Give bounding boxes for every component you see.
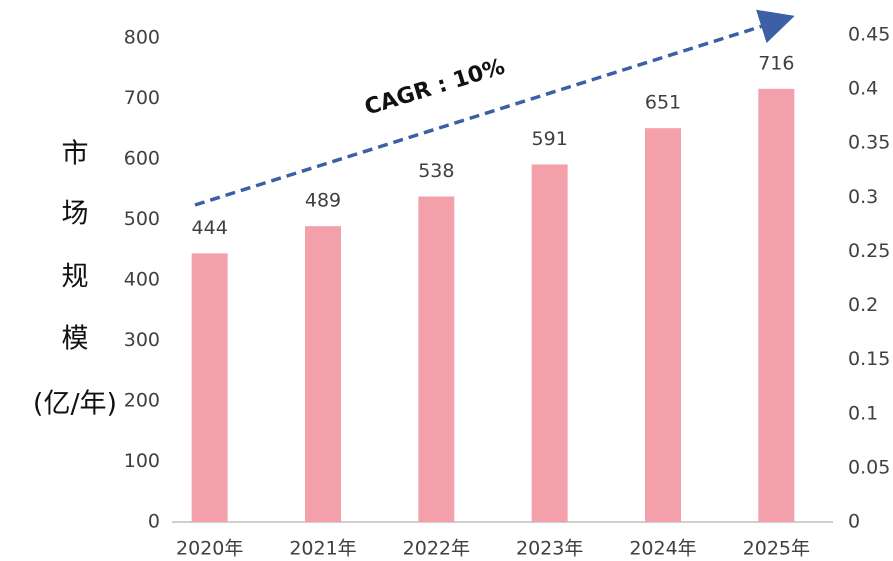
- value-label: 444: [192, 217, 228, 239]
- y-axis-label: (亿/年): [33, 389, 117, 420]
- bar: [531, 164, 568, 522]
- y2-tick-label: 0.4: [848, 78, 878, 100]
- y2-tick-label: 0.45: [848, 24, 890, 46]
- y-tick-label: 500: [124, 208, 160, 230]
- y-axis-label: 模: [62, 324, 89, 355]
- y-tick-label: 800: [124, 27, 160, 49]
- x-tick-label: 2025年: [743, 538, 810, 560]
- y-tick-label: 300: [124, 329, 160, 351]
- y-tick-label: 200: [124, 390, 160, 412]
- y2-tick-label: 0: [848, 511, 860, 533]
- y2-tick-label: 0.05: [848, 456, 890, 478]
- y2-tick-label: 0.2: [848, 294, 878, 316]
- x-tick-label: 2024年: [629, 538, 696, 560]
- value-label: 591: [532, 128, 568, 150]
- x-tick-label: 2020年: [176, 538, 243, 560]
- x-tick-label: 2021年: [289, 538, 356, 560]
- bar: [645, 128, 681, 522]
- trend-arrow: [194, 9, 795, 207]
- x-tick-label: 2023年: [516, 538, 583, 560]
- value-label: 716: [758, 52, 794, 74]
- y2-tick-label: 0.15: [848, 348, 890, 370]
- y2-tick-label: 0.1: [848, 402, 878, 424]
- y-axis-label: 场: [62, 199, 89, 230]
- y-axis-label: 规: [62, 262, 89, 293]
- y-axis-label: 市: [62, 139, 89, 170]
- value-label: 538: [418, 160, 454, 182]
- value-label: 651: [645, 92, 681, 114]
- y-tick-label: 100: [124, 450, 160, 472]
- annotation: CAGR : 10%: [362, 54, 508, 120]
- bar: [758, 88, 795, 522]
- y2-tick-label: 0.25: [848, 240, 890, 262]
- bar: [418, 196, 455, 522]
- value-label: 489: [305, 190, 341, 212]
- y-tick-label: 700: [124, 87, 160, 109]
- y-tick-label: 600: [124, 148, 160, 170]
- x-tick-label: 2022年: [403, 538, 470, 560]
- bar: [305, 226, 341, 522]
- bar: [191, 253, 228, 522]
- y2-tick-label: 0.35: [848, 132, 890, 154]
- y-tick-label: 0: [148, 511, 160, 533]
- y-tick-label: 400: [124, 269, 160, 291]
- y2-tick-label: 0.3: [848, 186, 878, 208]
